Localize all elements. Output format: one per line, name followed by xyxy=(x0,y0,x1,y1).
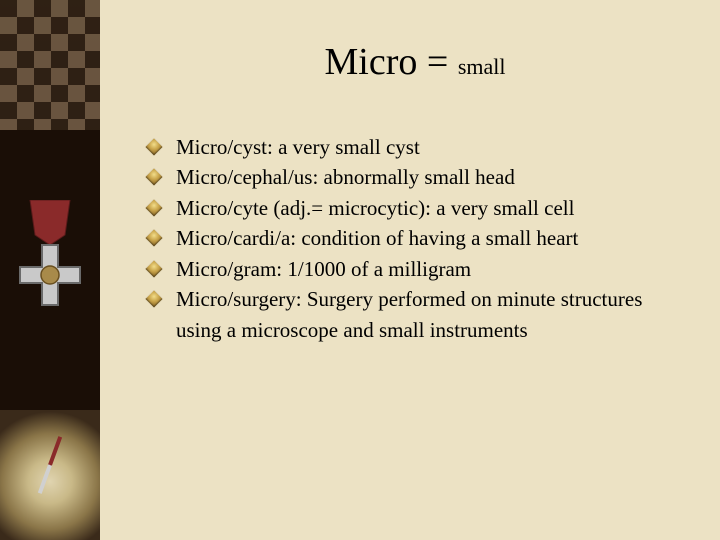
list-item: Micro/cyst: a very small cyst xyxy=(144,132,690,162)
diamond-bullet-icon xyxy=(146,139,163,156)
diamond-bullet-icon xyxy=(146,230,163,247)
bullet-text: Micro/cardi/a: condition of having a sma… xyxy=(176,226,578,250)
list-item: Micro/cephal/us: abnormally small head xyxy=(144,162,690,192)
decorative-sidebar xyxy=(0,0,100,540)
list-item: Micro/surgery: Surgery performed on minu… xyxy=(144,284,690,345)
list-item: Micro/cardi/a: condition of having a sma… xyxy=(144,223,690,253)
slide-body: Micro = small Micro/cyst: a very small c… xyxy=(100,0,720,540)
bullet-text: Micro/cyte (adj.= microcytic): a very sm… xyxy=(176,196,574,220)
bullet-text: Micro/surgery: Surgery performed on minu… xyxy=(176,287,642,341)
checkerboard-motif xyxy=(0,0,100,130)
list-item: Micro/cyte (adj.= microcytic): a very sm… xyxy=(144,193,690,223)
bullet-list: Micro/cyst: a very small cyst Micro/ceph… xyxy=(140,132,690,345)
diamond-bullet-icon xyxy=(146,169,163,186)
medal-cross-motif xyxy=(10,200,90,320)
bullet-text: Micro/cyst: a very small cyst xyxy=(176,135,420,159)
bullet-text: Micro/gram: 1/1000 of a milligram xyxy=(176,257,471,281)
diamond-bullet-icon xyxy=(146,199,163,216)
list-item: Micro/gram: 1/1000 of a milligram xyxy=(144,254,690,284)
compass-motif xyxy=(0,410,100,540)
slide-title: Micro = small xyxy=(140,40,690,84)
compass-needle xyxy=(38,436,62,494)
title-main: Micro = xyxy=(325,41,458,83)
title-sub: small xyxy=(458,54,506,79)
diamond-bullet-icon xyxy=(146,291,163,308)
bullet-text: Micro/cephal/us: abnormally small head xyxy=(176,165,515,189)
diamond-bullet-icon xyxy=(146,260,163,277)
